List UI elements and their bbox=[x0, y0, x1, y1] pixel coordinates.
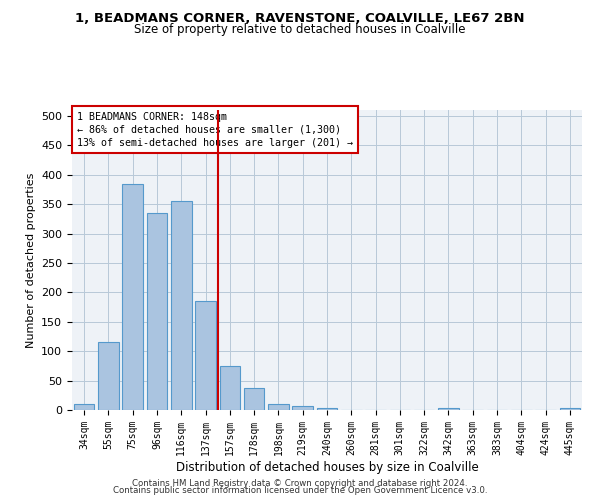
Text: 1 BEADMANS CORNER: 148sqm
← 86% of detached houses are smaller (1,300)
13% of se: 1 BEADMANS CORNER: 148sqm ← 86% of detac… bbox=[77, 112, 353, 148]
Bar bbox=[195, 301, 216, 410]
Bar bbox=[122, 184, 143, 410]
Y-axis label: Number of detached properties: Number of detached properties bbox=[26, 172, 35, 348]
Text: Contains public sector information licensed under the Open Government Licence v3: Contains public sector information licen… bbox=[113, 486, 487, 495]
Bar bbox=[171, 201, 191, 410]
Bar bbox=[244, 388, 265, 410]
X-axis label: Distribution of detached houses by size in Coalville: Distribution of detached houses by size … bbox=[176, 460, 478, 473]
Bar bbox=[74, 404, 94, 410]
Bar bbox=[438, 408, 459, 410]
Text: 1, BEADMANS CORNER, RAVENSTONE, COALVILLE, LE67 2BN: 1, BEADMANS CORNER, RAVENSTONE, COALVILL… bbox=[75, 12, 525, 26]
Text: Size of property relative to detached houses in Coalville: Size of property relative to detached ho… bbox=[134, 22, 466, 36]
Text: Contains HM Land Registry data © Crown copyright and database right 2024.: Contains HM Land Registry data © Crown c… bbox=[132, 478, 468, 488]
Bar bbox=[98, 342, 119, 410]
Bar bbox=[560, 408, 580, 410]
Bar bbox=[317, 408, 337, 410]
Bar bbox=[292, 406, 313, 410]
Bar bbox=[268, 404, 289, 410]
Bar bbox=[146, 213, 167, 410]
Bar bbox=[220, 366, 240, 410]
